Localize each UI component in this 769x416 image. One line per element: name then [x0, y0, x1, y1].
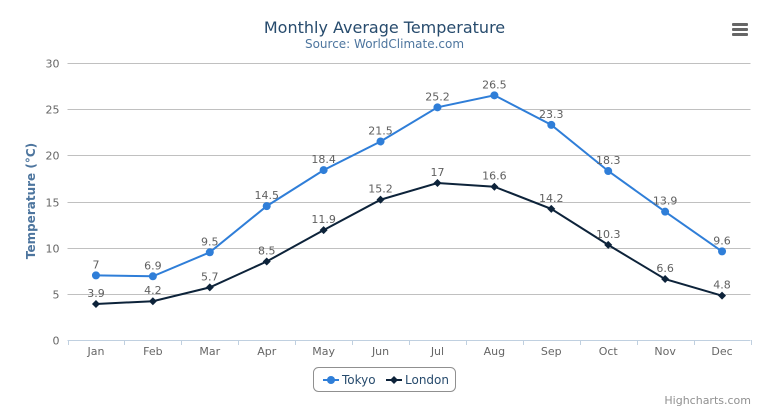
data-label: 25.2 [425, 90, 450, 103]
data-label: 18.4 [311, 153, 336, 166]
legend: Tokyo London [313, 367, 456, 392]
data-point [433, 103, 442, 112]
data-label: 21.5 [368, 124, 393, 137]
data-point [490, 91, 499, 100]
data-label: 5.7 [201, 270, 219, 283]
series-tokyo: 7 6.9 9.5 14.5 18.4 21.5 25.2 26.5 23.3 18.3 13.9 9… [91, 78, 731, 281]
chart-subtitle: Source: WorldClimate.com [305, 37, 464, 51]
data-label: 23.3 [539, 108, 564, 121]
data-label: 7 [92, 258, 99, 271]
chart-title: Monthly Average Temperature [264, 18, 505, 37]
data-point [718, 247, 727, 256]
data-label: 26.5 [482, 78, 507, 91]
data-point [148, 272, 157, 281]
data-label: 15.2 [368, 183, 393, 196]
data-label: 6.6 [656, 262, 674, 275]
circle-marker-icon [327, 376, 335, 384]
y-tick-label: 20 [46, 150, 60, 163]
series-london: 3.9 4.2 5.7 8.5 11.9 15.2 17 16.6 14.2 10.3 6.6 4.8 [87, 166, 731, 308]
x-tick-label: Aug [484, 345, 505, 358]
legend-item-london[interactable]: London [386, 373, 449, 387]
series-line [95, 181, 723, 305]
x-tick-label: Jul [430, 345, 444, 358]
data-point [604, 167, 613, 176]
diamond-marker-icon [390, 376, 398, 384]
data-point [319, 166, 328, 175]
data-point [91, 271, 100, 280]
series-line [95, 94, 723, 278]
data-point [547, 204, 556, 213]
data-point [604, 240, 613, 249]
data-point [547, 120, 556, 129]
data-label: 14.5 [254, 189, 279, 202]
x-tick-label: Feb [143, 345, 162, 358]
data-label: 18.3 [596, 154, 621, 167]
data-label: 10.3 [596, 228, 621, 241]
data-label: 3.9 [87, 287, 105, 300]
data-point [91, 299, 100, 308]
data-label: 8.5 [258, 245, 276, 258]
data-point [661, 275, 670, 284]
data-point [148, 297, 157, 306]
data-point [661, 207, 670, 216]
x-tick-label: Apr [257, 345, 277, 358]
y-tick-label: 25 [46, 104, 60, 117]
x-tick-label: Oct [599, 345, 619, 358]
y-tick-label: 10 [46, 243, 60, 256]
data-label: 17 [430, 166, 444, 179]
data-label: 11.9 [311, 213, 336, 226]
y-axis-title: Temperature (°C) [24, 143, 38, 259]
data-point [205, 283, 214, 292]
y-tick-label: 0 [53, 335, 60, 348]
data-label: 9.5 [201, 235, 219, 248]
legend-item-tokyo[interactable]: Tokyo [323, 373, 376, 387]
x-tick-label: Sep [541, 345, 562, 358]
x-tick-label: Nov [654, 345, 676, 358]
data-label: 16.6 [482, 170, 507, 183]
data-point [205, 248, 214, 257]
data-point [262, 257, 271, 266]
y-tick-label: 5 [53, 289, 60, 302]
data-point [376, 137, 385, 146]
credits-link[interactable]: Highcharts.com [664, 394, 751, 407]
x-tick-label: Mar [199, 345, 220, 358]
data-point [376, 195, 385, 204]
legend-label-london: London [405, 373, 449, 387]
data-point [718, 291, 727, 300]
x-tick-label: Jun [371, 345, 389, 358]
data-point [433, 179, 442, 188]
x-tick-label: May [312, 345, 335, 358]
hamburger-menu-icon[interactable] [732, 23, 748, 36]
y-tick-label: 15 [46, 197, 60, 210]
data-label: 4.2 [144, 284, 162, 297]
data-point [490, 182, 499, 191]
data-point [262, 202, 271, 211]
legend-label-tokyo: Tokyo [341, 373, 376, 387]
data-label: 4.8 [713, 279, 731, 292]
x-tick-label: Jan [86, 345, 104, 358]
data-point [319, 226, 328, 235]
data-label: 9.6 [713, 234, 731, 247]
data-label: 6.9 [144, 259, 162, 272]
data-label: 14.2 [539, 192, 564, 205]
x-tick-label: Dec [711, 345, 732, 358]
data-label: 13.9 [653, 195, 678, 208]
y-tick-label: 30 [46, 58, 60, 71]
